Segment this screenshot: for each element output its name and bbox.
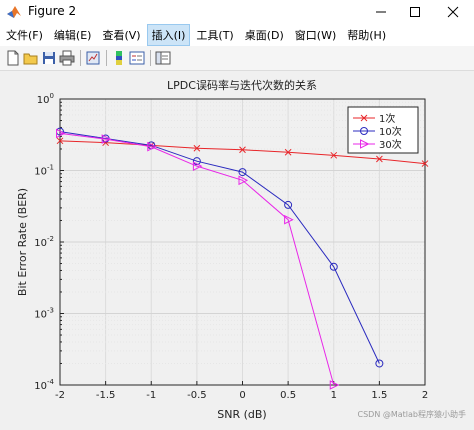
menu-help[interactable]: 帮助(H) xyxy=(347,29,387,42)
data-point-series-1 xyxy=(239,146,246,154)
window-title: Figure 2 xyxy=(28,4,77,18)
data-point-series-2 xyxy=(329,262,338,271)
menu-tools[interactable]: 工具(T) xyxy=(196,29,234,42)
close-icon xyxy=(447,6,459,18)
menu-view[interactable]: 查看(V) xyxy=(102,29,141,42)
x-tick-label: 0 xyxy=(239,390,245,401)
legend-marker-3 xyxy=(360,139,370,149)
print-icon[interactable] xyxy=(58,49,76,67)
y-axis-label: Bit Error Rate (BER) xyxy=(16,188,29,296)
data-point-series-1 xyxy=(284,148,292,156)
x-tick-label: -1.5 xyxy=(96,390,116,401)
y-tick-label: 100 xyxy=(37,92,54,106)
figure-canvas: -2 -1.5 -1 -0.5 0 0.5 1 1.5 2 100 10-1 10-2 10-3 10-4… xyxy=(0,71,474,426)
x-axis-label: SNR (dB) xyxy=(217,408,266,421)
series-line-3 xyxy=(59,132,335,386)
legend-marker-1 xyxy=(360,114,368,122)
data-point-series-3 xyxy=(192,161,203,171)
data-point-series-3 xyxy=(329,380,340,390)
data-point-series-1 xyxy=(56,137,64,145)
x-tick-label: 1.5 xyxy=(371,390,387,401)
legend-marker-2 xyxy=(360,127,368,135)
open-file-icon[interactable] xyxy=(22,49,40,67)
new-figure-icon[interactable] xyxy=(4,49,22,67)
data-point-series-3 xyxy=(56,128,66,139)
x-tick-label: 0.5 xyxy=(280,390,296,401)
figure-toolbar xyxy=(0,46,474,71)
link-plot-icon[interactable] xyxy=(84,49,102,67)
data-point-series-1 xyxy=(421,160,429,167)
watermark: CSDN @Matlab程序猿小助手 xyxy=(357,410,467,419)
x-tick-label: 2 xyxy=(422,390,428,401)
ber-chart: -2 -1.5 -1 -0.5 0 0.5 1 1.5 2 100 10-1 10-2 10-3 10-4… xyxy=(16,78,429,421)
menu-insert[interactable]: 插入(I) xyxy=(146,24,191,46)
data-point-series-3 xyxy=(147,141,157,152)
data-point-series-1 xyxy=(330,151,338,159)
data-point-series-2 xyxy=(284,200,293,209)
data-point-series-1 xyxy=(376,155,383,163)
insert-colorbar-icon[interactable] xyxy=(110,49,128,67)
legend-box xyxy=(347,106,419,154)
data-point-series-3 xyxy=(284,214,294,225)
data-point-series-3 xyxy=(101,134,112,144)
minimize-button[interactable] xyxy=(364,0,398,24)
maximize-icon xyxy=(410,7,420,17)
menu-file[interactable]: 文件(F) xyxy=(6,29,43,42)
data-point-series-2 xyxy=(375,359,384,368)
minimize-icon xyxy=(376,11,386,13)
maximize-button[interactable] xyxy=(398,0,432,24)
x-tick-label: 1 xyxy=(331,390,337,401)
menu-desktop[interactable]: 桌面(D) xyxy=(244,29,284,42)
insert-legend-icon[interactable] xyxy=(128,49,146,67)
menu-window[interactable]: 窗口(W) xyxy=(294,29,337,42)
x-tick-label: -2 xyxy=(55,390,65,401)
data-point-series-2 xyxy=(192,157,201,166)
close-button[interactable] xyxy=(436,0,470,24)
menu-bar: 文件(F) 编辑(E) 查看(V) 插入(I) 工具(T) 桌面(D) 窗口(W… xyxy=(0,24,474,46)
x-tick-label: -1 xyxy=(146,390,156,401)
y-tick-label: 10-2 xyxy=(34,235,54,249)
axis-ticks: -2 -1.5 -1 -0.5 0 0.5 1 1.5 2 100 10-1 10-2 10-3 10-4 xyxy=(34,92,428,401)
data-point-series-1 xyxy=(193,144,201,152)
data-point-series-2 xyxy=(238,168,247,177)
series-lines xyxy=(56,127,429,390)
chart-title: LPDC误码率与迭代次数的关系 xyxy=(167,78,317,92)
window-titlebar[interactable]: Figure 2 xyxy=(0,0,474,25)
save-icon[interactable] xyxy=(40,49,58,67)
legend-label-1: 1次 xyxy=(379,112,395,125)
y-tick-label: 10-3 xyxy=(34,307,54,321)
menu-edit[interactable]: 编辑(E) xyxy=(53,29,92,42)
legend-label-2: 10次 xyxy=(379,125,402,138)
data-point-series-3 xyxy=(238,175,249,186)
x-tick-label: -0.5 xyxy=(187,390,207,401)
legend-label-3: 30次 xyxy=(379,138,402,151)
y-tick-label: 10-4 xyxy=(34,378,54,392)
property-editor-icon[interactable] xyxy=(154,49,172,67)
matlab-app-icon xyxy=(7,6,21,18)
y-tick-label: 10-1 xyxy=(34,164,54,178)
series-line-2 xyxy=(59,131,380,364)
